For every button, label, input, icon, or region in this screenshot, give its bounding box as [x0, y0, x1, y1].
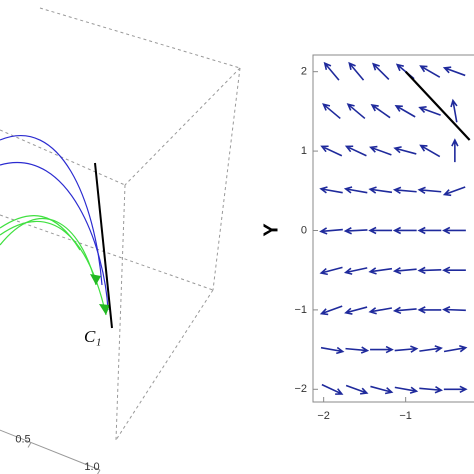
vector-arrow — [392, 186, 417, 195]
trajectory — [0, 220, 107, 316]
vector-arrow — [321, 383, 344, 395]
y-tick-label: 2 — [301, 66, 307, 78]
vector-arrow — [417, 306, 442, 314]
separatrix — [404, 70, 471, 141]
vector-arrow — [392, 306, 417, 315]
vector-arrow — [322, 103, 341, 120]
vector-arrow — [442, 66, 466, 77]
vector-arrow — [443, 345, 468, 353]
vector-arrow — [417, 266, 442, 275]
box-edge — [124, 67, 241, 186]
x-tick-label: 0.5 — [15, 433, 30, 445]
y-tick-label: −2 — [294, 383, 307, 395]
x-tick-label: 1.0 — [84, 461, 99, 473]
vector-arrow — [419, 386, 443, 394]
trajectory — [0, 162, 109, 311]
vector-arrow — [345, 384, 369, 395]
vector-arrow — [343, 227, 368, 235]
vector-arrow — [418, 106, 441, 116]
vector-arrow — [394, 345, 419, 353]
vector-arrow — [346, 103, 366, 120]
y-tick-label: 0 — [301, 224, 307, 236]
vector-arrow — [343, 186, 368, 194]
plot-frame — [312, 54, 474, 403]
trajectories — [0, 134, 113, 329]
vector-arrow — [419, 65, 441, 78]
box-3d — [0, 7, 241, 471]
vector-arrow — [368, 267, 393, 275]
vector-arrow — [319, 305, 343, 316]
vector-arrow — [442, 226, 466, 235]
vector-arrow — [320, 346, 345, 355]
vector-arrow — [319, 266, 343, 276]
vector-arrow — [443, 385, 468, 394]
y-tick-label: 1 — [301, 145, 307, 157]
x-tick-label: −1 — [399, 410, 412, 422]
vector-arrow — [442, 186, 466, 197]
trajectory — [0, 134, 103, 286]
vector-arrow — [417, 186, 442, 195]
vector-arrow — [343, 267, 368, 275]
vector-arrow — [368, 186, 393, 194]
y-tick-label: −1 — [294, 304, 307, 316]
x-tick-label: −2 — [317, 410, 330, 422]
box-edge — [115, 289, 214, 441]
vector-arrow — [320, 145, 343, 157]
trajectory — [0, 215, 81, 251]
vector-arrow — [344, 145, 367, 157]
vector-arrow — [319, 227, 343, 235]
box-edge — [39, 7, 241, 69]
y-axis-label: Y — [260, 223, 282, 237]
vector-arrow — [392, 226, 417, 235]
box-edge — [0, 214, 214, 291]
vector-arrow — [319, 186, 343, 194]
vector-arrow — [451, 138, 459, 163]
box-edge — [115, 184, 126, 441]
vector-arrow — [370, 345, 394, 354]
vector-arrow — [370, 104, 391, 119]
vector-arrow — [392, 266, 417, 275]
vector-arrow — [370, 385, 394, 395]
vector-arrow — [344, 306, 368, 315]
arrowhead — [90, 274, 101, 285]
x-tick — [27, 442, 32, 448]
vector-arrow — [442, 305, 466, 314]
vector-arrow — [393, 146, 417, 155]
annotation: C₁ — [84, 327, 101, 346]
vector-arrow — [442, 266, 466, 274]
c1-line — [94, 162, 113, 329]
vector-arrow — [394, 386, 419, 394]
arrowhead — [99, 304, 110, 315]
vector-arrow — [450, 98, 458, 123]
vector-arrow — [345, 346, 370, 354]
vector-arrow — [372, 62, 390, 81]
vector-arrow — [368, 307, 393, 315]
vector-arrow — [394, 104, 416, 118]
vector-arrow — [419, 144, 441, 158]
vector-arrow — [417, 226, 442, 235]
vector-arrow — [419, 345, 443, 353]
x-tick — [97, 469, 101, 474]
vector-arrow — [368, 226, 393, 235]
vector-arrow — [348, 61, 365, 81]
vector-arrow — [369, 145, 392, 156]
box-edge — [212, 67, 241, 291]
box-edge — [0, 129, 126, 186]
vector-arrow — [323, 61, 340, 81]
